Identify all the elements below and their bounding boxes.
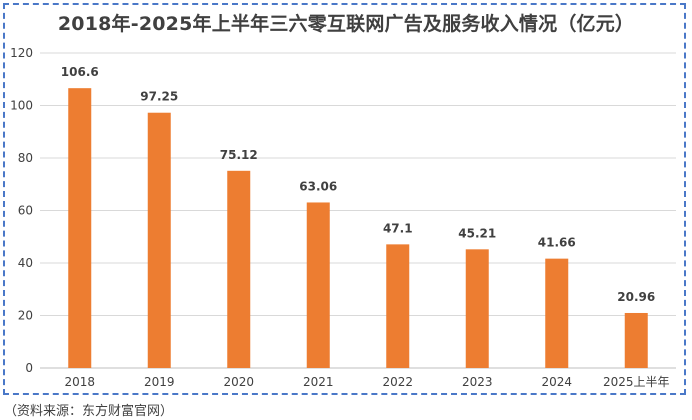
y-tick-label: 40 xyxy=(18,256,33,270)
chart-frame xyxy=(3,3,686,395)
grid-lines xyxy=(40,52,676,369)
bar-2022 xyxy=(386,244,410,368)
bar-2025上半年 xyxy=(624,312,648,368)
data-label: 75.12 xyxy=(220,148,258,162)
x-tick-label: 2021 xyxy=(303,375,334,389)
y-tick-label: 0 xyxy=(25,361,33,375)
y-tick-label: 20 xyxy=(18,309,33,323)
bar-2019 xyxy=(147,112,171,368)
x-tick-label: 2020 xyxy=(223,375,254,389)
source-note: （资料来源：东方财富官网） xyxy=(4,404,174,419)
bars xyxy=(68,88,648,369)
data-label: 106.6 xyxy=(61,65,99,79)
data-labels: 106.6 97.25 75.12 63.06 47.1 45.21 41.66 20.96 xyxy=(61,65,655,304)
chart-title: 2018年-2025年上半年三六零互联网广告及服务收入情况（亿元） xyxy=(57,13,635,35)
x-tick-label: 2025上半年 xyxy=(603,375,670,389)
y-tick-label: 100 xyxy=(10,99,33,113)
x-tick-label: 2024 xyxy=(541,375,572,389)
data-label: 47.1 xyxy=(383,221,413,235)
bar-2021 xyxy=(306,202,330,368)
data-label: 20.96 xyxy=(617,290,655,304)
bar-2023 xyxy=(465,249,489,368)
x-tick-label: 2019 xyxy=(144,375,175,389)
x-tick-label: 2023 xyxy=(462,375,493,389)
bar-2020 xyxy=(227,170,251,368)
data-label: 45.21 xyxy=(458,226,496,240)
data-label: 41.66 xyxy=(538,236,576,250)
y-tick-label: 80 xyxy=(18,151,33,165)
bar-2024 xyxy=(545,258,569,368)
y-tick-label: 120 xyxy=(10,46,33,60)
data-label: 63.06 xyxy=(299,179,337,193)
bar-2018 xyxy=(68,88,92,369)
data-label: 97.25 xyxy=(140,90,178,104)
x-tick-label: 2018 xyxy=(64,375,95,389)
y-axis-ticks: 0 20 40 60 80 100 120 xyxy=(10,46,33,375)
x-axis-ticks: 2018 2019 2020 2021 2022 2023 2024 2025上半年 xyxy=(64,375,669,389)
x-tick-label: 2022 xyxy=(382,375,413,389)
y-tick-label: 60 xyxy=(18,204,33,218)
